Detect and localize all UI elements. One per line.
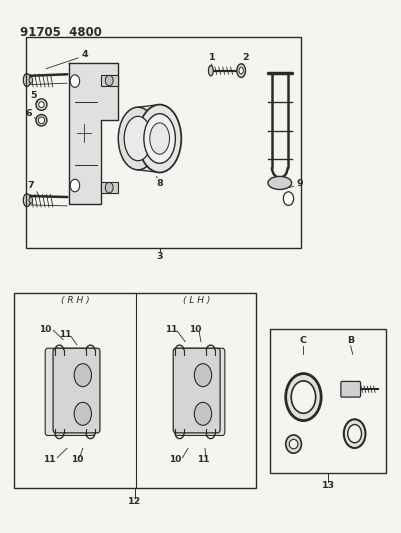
Ellipse shape — [23, 74, 30, 86]
Text: 1: 1 — [208, 53, 215, 62]
Ellipse shape — [289, 439, 297, 449]
Ellipse shape — [267, 176, 291, 189]
Circle shape — [70, 179, 79, 192]
Ellipse shape — [124, 116, 152, 161]
Bar — [26, 37, 301, 248]
Ellipse shape — [138, 104, 181, 173]
Circle shape — [74, 364, 91, 386]
Ellipse shape — [36, 99, 47, 110]
Ellipse shape — [285, 435, 301, 453]
FancyBboxPatch shape — [173, 348, 220, 433]
Ellipse shape — [38, 102, 44, 108]
Bar — [100, 75, 118, 86]
Text: 4: 4 — [81, 51, 88, 60]
Text: 11: 11 — [165, 325, 177, 334]
Circle shape — [105, 182, 113, 193]
FancyBboxPatch shape — [174, 348, 224, 435]
Circle shape — [194, 402, 211, 425]
Ellipse shape — [290, 381, 315, 413]
Ellipse shape — [23, 193, 30, 207]
Text: 11: 11 — [43, 455, 55, 464]
Circle shape — [283, 192, 293, 205]
Text: ( L H ): ( L H ) — [183, 296, 210, 305]
Bar — [100, 182, 118, 193]
FancyBboxPatch shape — [53, 348, 100, 433]
Ellipse shape — [239, 67, 243, 74]
Ellipse shape — [29, 77, 32, 83]
Text: 11: 11 — [59, 330, 71, 339]
Text: 3: 3 — [156, 252, 162, 261]
Text: B: B — [346, 336, 353, 345]
Text: 10: 10 — [39, 325, 51, 334]
Text: ( R H ): ( R H ) — [61, 296, 89, 305]
Ellipse shape — [285, 374, 320, 421]
Circle shape — [74, 402, 91, 425]
Ellipse shape — [38, 117, 45, 124]
Ellipse shape — [343, 419, 365, 448]
Ellipse shape — [208, 66, 213, 76]
Polygon shape — [69, 63, 118, 204]
Text: 9: 9 — [296, 180, 302, 189]
Ellipse shape — [236, 64, 245, 77]
Text: 10: 10 — [71, 455, 83, 464]
Ellipse shape — [118, 107, 157, 170]
Circle shape — [105, 75, 113, 86]
Ellipse shape — [144, 114, 175, 163]
Ellipse shape — [36, 115, 47, 126]
Text: 10: 10 — [169, 455, 181, 464]
Bar — [14, 293, 255, 488]
Text: 5: 5 — [30, 91, 37, 100]
Circle shape — [70, 75, 79, 87]
Ellipse shape — [347, 424, 360, 443]
Text: 10: 10 — [188, 325, 201, 334]
Text: 11: 11 — [197, 455, 209, 464]
FancyBboxPatch shape — [45, 348, 95, 435]
Circle shape — [194, 364, 211, 386]
Text: 7: 7 — [27, 181, 34, 190]
Text: 12: 12 — [128, 497, 141, 506]
Text: 8: 8 — [156, 180, 162, 189]
Ellipse shape — [150, 123, 169, 154]
Text: 91705  4800: 91705 4800 — [20, 26, 101, 39]
Bar — [269, 329, 385, 473]
Text: C: C — [299, 336, 306, 345]
Text: 6: 6 — [25, 109, 32, 118]
Polygon shape — [137, 104, 160, 173]
Ellipse shape — [29, 197, 32, 203]
FancyBboxPatch shape — [340, 382, 360, 397]
Text: 13: 13 — [321, 481, 334, 490]
Text: 2: 2 — [241, 53, 248, 62]
